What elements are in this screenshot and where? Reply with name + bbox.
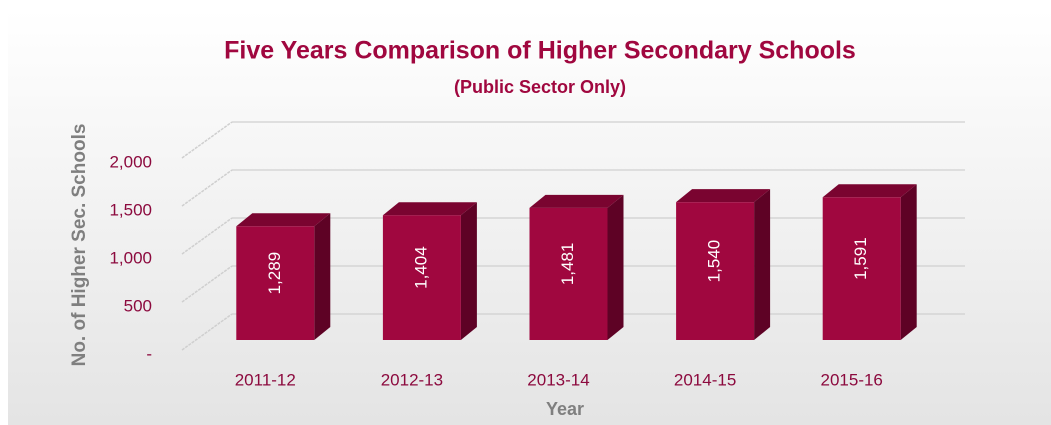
value-label: 1,540: [705, 240, 724, 283]
x-tick-label: 2013-14: [527, 370, 589, 389]
chart-title: Five Years Comparison of Higher Secondar…: [224, 37, 856, 65]
grid-line-side: [181, 265, 233, 303]
bar: [236, 213, 331, 340]
x-axis-label: Year: [546, 399, 584, 419]
y-tick-label: 1,500: [109, 200, 152, 219]
bar: [529, 194, 624, 340]
value-label: 1,289: [265, 252, 284, 295]
bar-front: [382, 215, 461, 340]
grid-line-side: [181, 217, 233, 255]
x-tick-label: 2015-16: [821, 370, 883, 389]
value-label: 1,481: [558, 243, 577, 286]
bar-front: [822, 197, 901, 340]
bar-top: [822, 184, 917, 198]
bar-front: [236, 226, 315, 340]
y-tick-label: 500: [124, 296, 152, 315]
bar-side: [754, 189, 771, 340]
bar-front: [529, 207, 608, 340]
bar-top: [676, 189, 771, 203]
y-tick-label: -: [146, 344, 152, 363]
bar-top: [236, 213, 331, 227]
bar: [382, 202, 477, 340]
chart-subtitle: (Public Sector Only): [454, 77, 626, 97]
grid-line-side: [181, 169, 233, 207]
bar-top: [382, 202, 477, 216]
value-label: 1,591: [851, 237, 870, 280]
y-tick-label: 2,000: [109, 152, 152, 171]
bar-side: [460, 202, 477, 340]
bar-side: [607, 194, 624, 340]
bar-side: [314, 213, 331, 340]
x-tick-label: 2012-13: [381, 370, 443, 389]
grid-line-side: [181, 121, 233, 159]
bar-top: [529, 194, 624, 208]
y-tick-label: 1,000: [109, 248, 152, 267]
value-label: 1,404: [411, 246, 430, 289]
bar: [676, 189, 771, 340]
bar: [822, 184, 917, 340]
x-tick-label: 2014-15: [674, 370, 736, 389]
y-axis-label: No. of Higher Sec. Schools: [69, 124, 90, 367]
x-tick-label: 2011-12: [235, 370, 296, 389]
bar-front: [676, 202, 755, 340]
grid-line-side: [181, 313, 233, 351]
bar-side: [900, 184, 917, 340]
